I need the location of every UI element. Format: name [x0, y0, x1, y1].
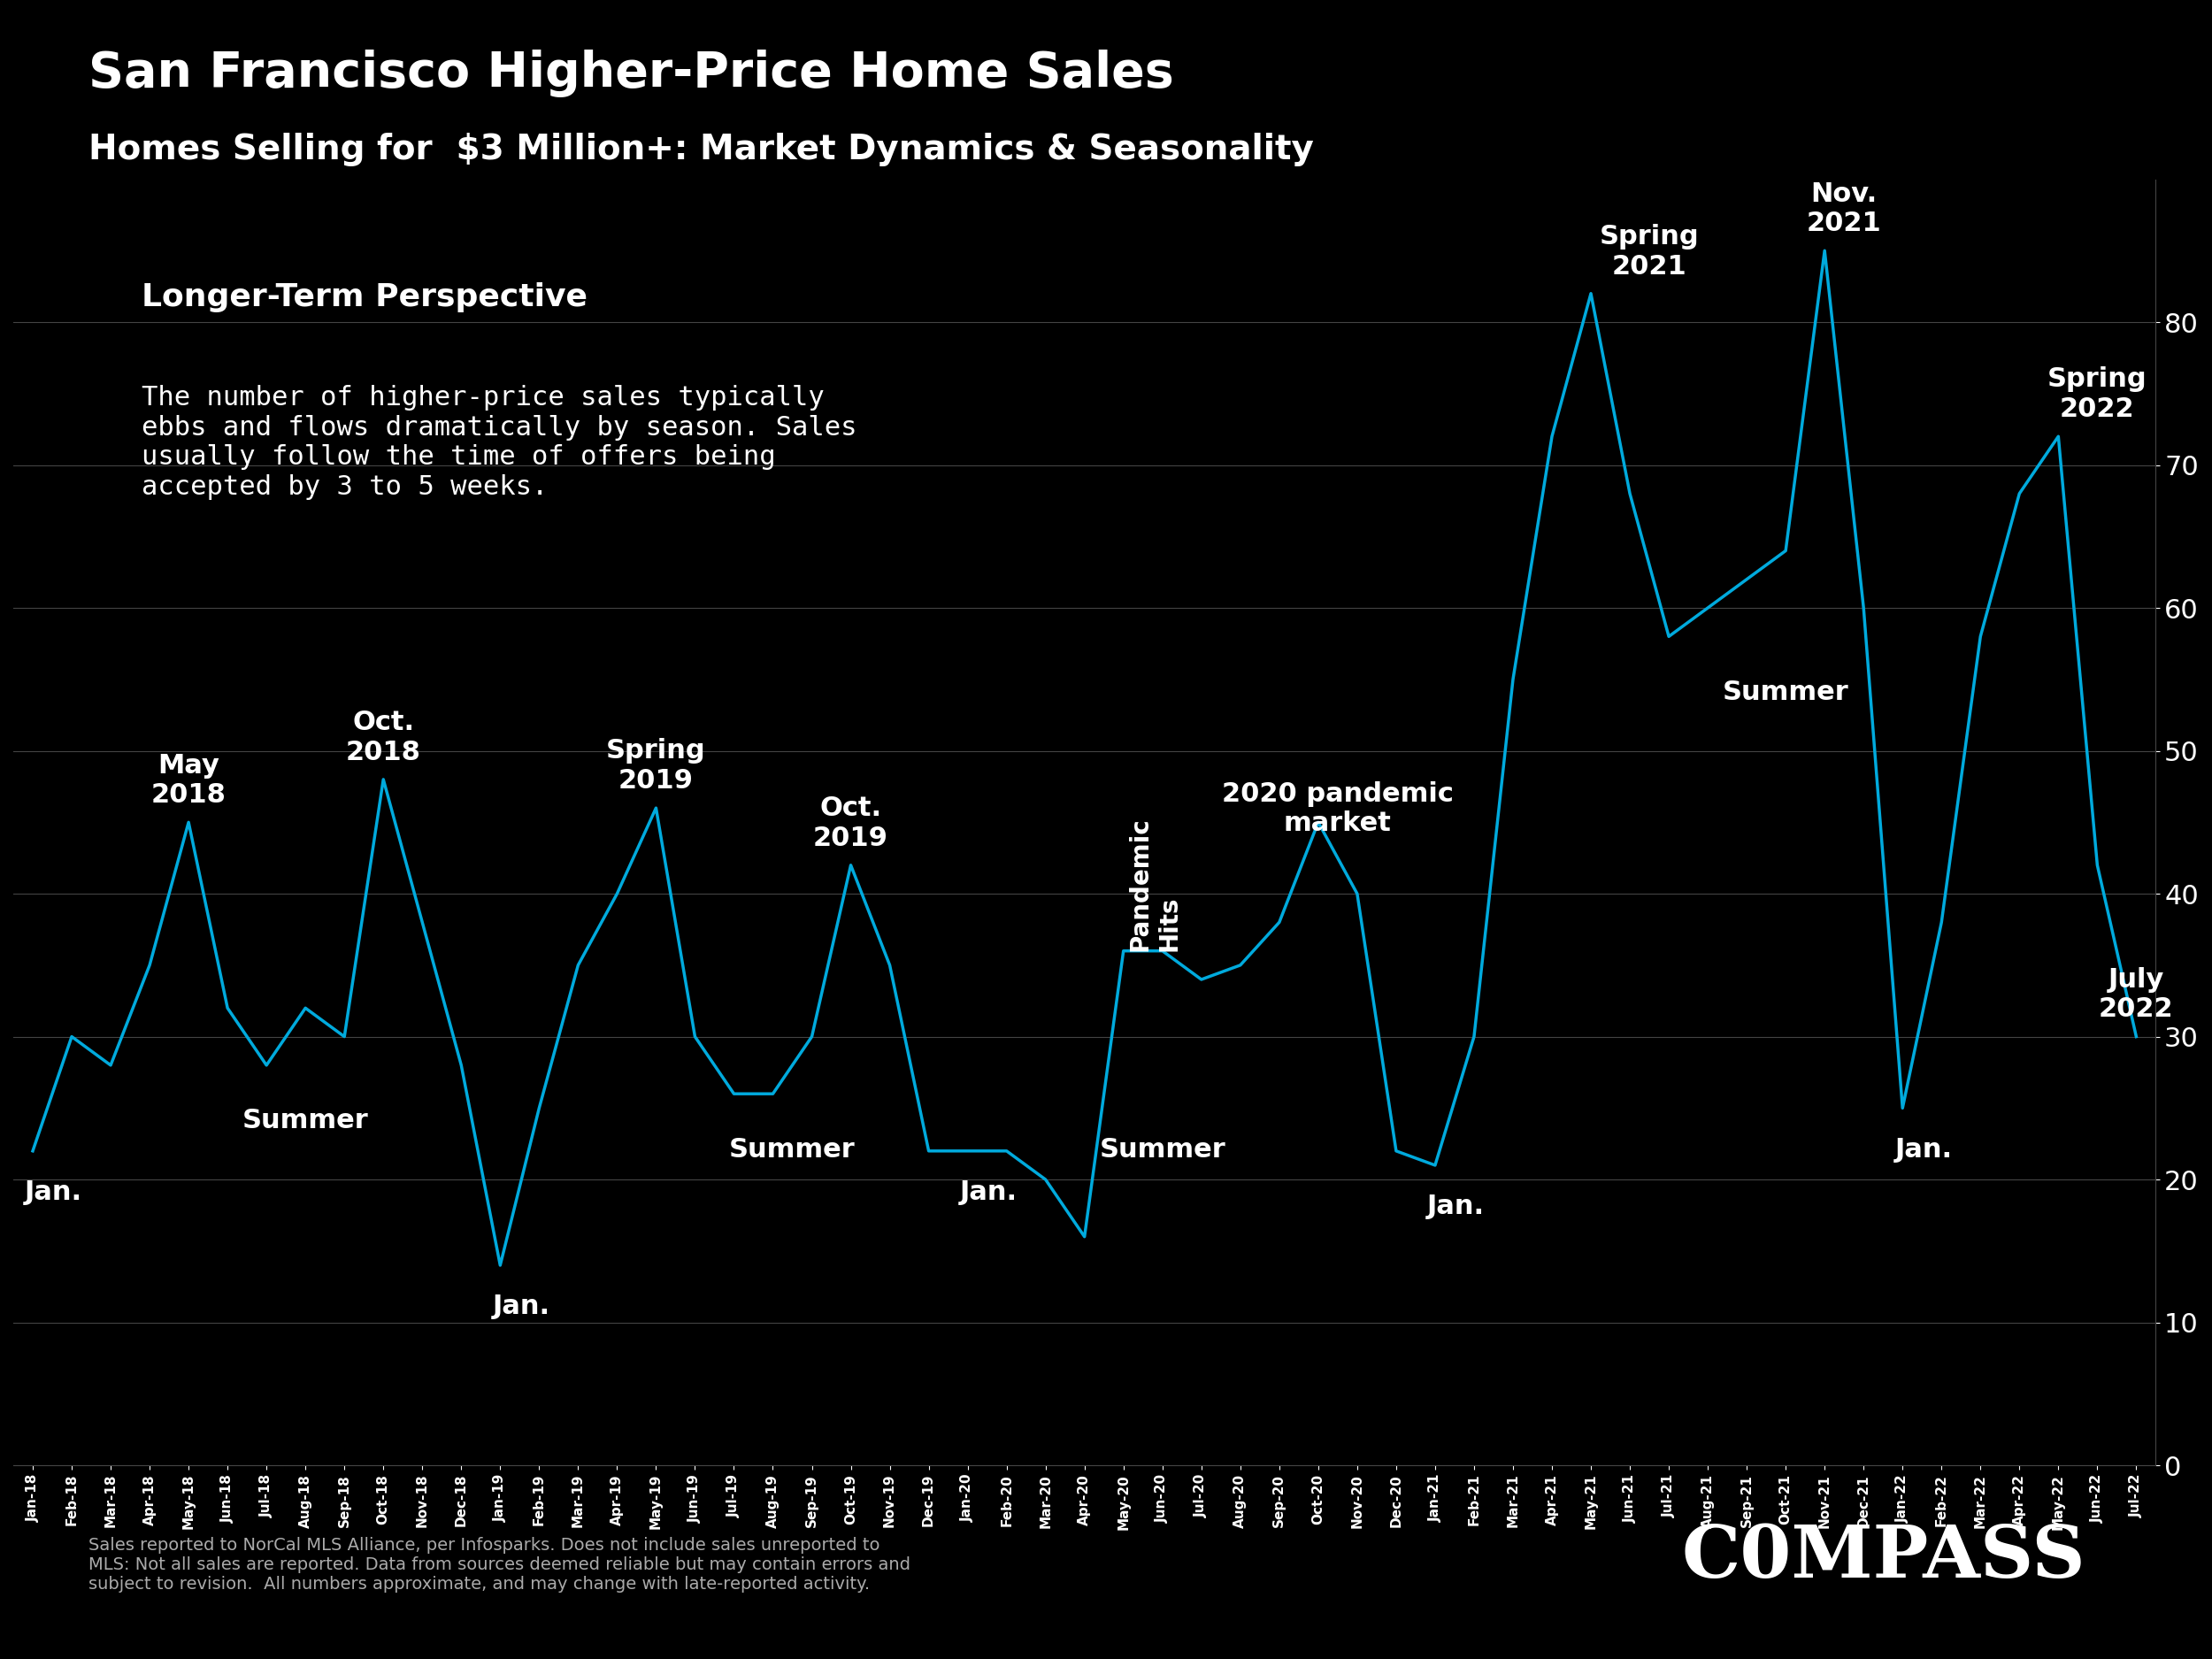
Text: 2020 pandemic
market: 2020 pandemic market	[1221, 781, 1453, 836]
Text: Summer: Summer	[243, 1108, 369, 1133]
Text: Spring
2022: Spring 2022	[2048, 367, 2148, 421]
Text: Pandemic
Hits: Pandemic Hits	[1128, 816, 1181, 951]
Text: Homes Selling for  $3 Million+: Market Dynamics & Seasonality: Homes Selling for $3 Million+: Market Dy…	[88, 133, 1314, 166]
Text: Sales reported to NorCal MLS Alliance, per Infosparks. Does not include sales un: Sales reported to NorCal MLS Alliance, p…	[88, 1536, 911, 1593]
Text: Jan.: Jan.	[960, 1180, 1018, 1204]
Text: Jan.: Jan.	[1427, 1194, 1484, 1219]
Text: Nov.
2021: Nov. 2021	[1807, 181, 1882, 236]
Text: Jan.: Jan.	[24, 1180, 82, 1204]
Text: C0MPASS: C0MPASS	[1681, 1521, 2086, 1593]
Text: Summer: Summer	[1099, 1136, 1225, 1163]
Text: Spring
2021: Spring 2021	[1599, 224, 1699, 279]
Text: Oct.
2019: Oct. 2019	[814, 795, 889, 851]
Text: Summer: Summer	[730, 1136, 856, 1163]
Text: Jan.: Jan.	[493, 1294, 551, 1319]
Text: Jan.: Jan.	[1896, 1136, 1953, 1163]
Text: The number of higher-price sales typically
ebbs and flows dramatically by season: The number of higher-price sales typical…	[142, 385, 858, 499]
Text: Longer-Term Perspective: Longer-Term Perspective	[142, 282, 588, 312]
Text: Spring
2019: Spring 2019	[606, 738, 706, 793]
Text: San Francisco Higher-Price Home Sales: San Francisco Higher-Price Home Sales	[88, 50, 1175, 98]
Text: Summer: Summer	[1723, 679, 1849, 705]
Text: May
2018: May 2018	[150, 753, 226, 808]
Text: July
2022: July 2022	[2099, 967, 2174, 1022]
Text: Oct.
2018: Oct. 2018	[345, 710, 420, 765]
